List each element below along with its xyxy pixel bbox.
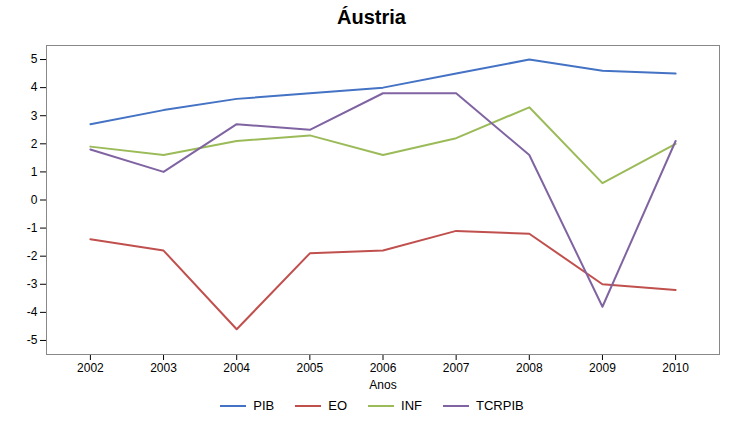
svg-text:-2: -2 <box>27 249 38 263</box>
svg-text:2002: 2002 <box>77 361 104 375</box>
html-text:PIB: PIB <box>253 398 275 413</box>
html-text:EO: EO <box>328 398 348 413</box>
svg-text:4: 4 <box>31 80 38 94</box>
svg-text:-5: -5 <box>27 333 38 347</box>
svg-text:-3: -3 <box>27 277 38 291</box>
svg-text:2003: 2003 <box>150 361 177 375</box>
svg-text:5: 5 <box>31 52 38 66</box>
svg-text:2007: 2007 <box>443 361 470 375</box>
svg-text:0: 0 <box>31 193 38 207</box>
html-text:INF: INF <box>401 398 422 413</box>
svg-text:3: 3 <box>31 109 38 123</box>
svg-text:2009: 2009 <box>589 361 616 375</box>
svg-text:1: 1 <box>31 165 38 179</box>
html-text:Áustria: Áustria <box>337 6 406 28</box>
svg-text:Anos: Anos <box>369 378 396 392</box>
svg-text:-4: -4 <box>27 305 38 319</box>
svg-text:2: 2 <box>31 137 38 151</box>
svg-text:2010: 2010 <box>662 361 689 375</box>
svg-text:2004: 2004 <box>223 361 250 375</box>
svg-text:2006: 2006 <box>370 361 397 375</box>
html-text:TCRPIB: TCRPIB <box>476 398 524 413</box>
svg-text:-1: -1 <box>27 221 38 235</box>
svg-text:2008: 2008 <box>516 361 543 375</box>
svg-text:2005: 2005 <box>296 361 323 375</box>
